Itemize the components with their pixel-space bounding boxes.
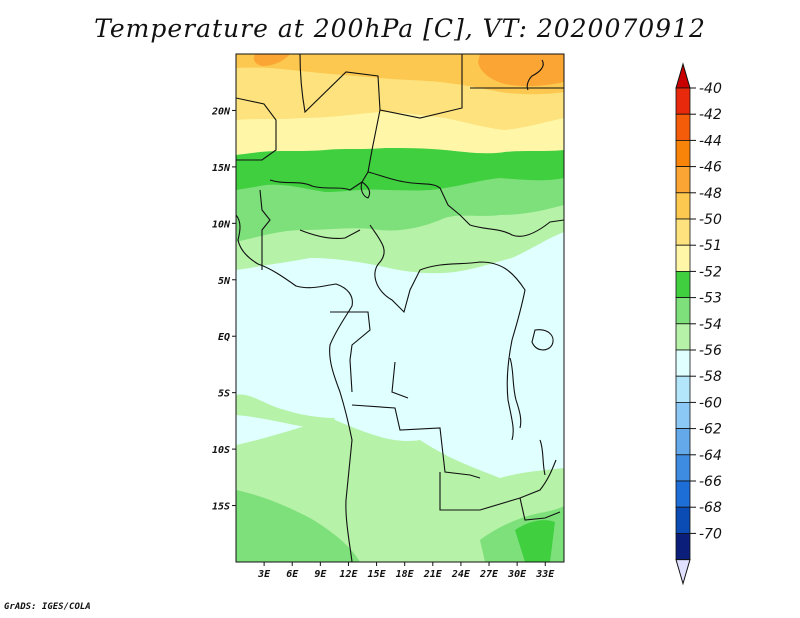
colorbar-swatch [675,218,691,246]
band-south-light-green-2 [236,394,335,430]
lat-tick-label: 10S [212,445,230,456]
colorbar-swatch [675,270,691,298]
lake-victoria [531,329,554,351]
colorbar-swatch [675,192,691,220]
colorbar-swatch [675,533,691,561]
border-4 [236,97,277,161]
colorbar: -40 -42 -44 -46 -48 -50 -51 -52 -53 -54 -56 -58 -60 -… [675,62,722,586]
colorbar-tick-label: -66 [699,474,722,490]
border-2 [379,54,463,119]
lon-tick-label: 6E [286,569,299,580]
band-south-green-3 [515,520,555,562]
border-12 [439,459,557,511]
colorbar-tick-label: -42 [699,107,722,123]
colorbar-bottom-arrow [675,559,691,586]
lat-tick-label: 5S [218,389,230,400]
map-axis-ticks: 20N 15N 10N 5N EQ 5S 10S 15S 3E 6E 9E 12E 15E 18E 21E 2… [211,106,555,580]
colorbar-swatch [675,166,691,194]
band-minus-46-west [253,54,290,66]
colorbar-tick-label: -46 [699,160,722,176]
colorbar-tick-label: -56 [699,343,722,359]
colorbar-tick-label: -50 [699,212,722,228]
colorbar-tick-label: -51 [699,238,722,254]
colorbar-tick-label: -60 [699,395,722,411]
colorbar-swatch [675,375,691,403]
lon-tick-label: 30E [507,569,527,580]
border-1 [299,54,381,183]
map-title: Temperature at 200hPa [C], VT: 202007091… [94,14,706,43]
lat-tick-label: 10N [212,219,231,230]
grads-credit: GrADS: IGES/COLA [4,602,91,612]
lon-tick-label: 27E [479,569,499,580]
map-frame [235,53,565,563]
lat-tick-label: EQ [218,332,230,343]
colorbar-tick-label: -62 [699,422,722,438]
lake-malawi [539,439,546,476]
east-africa-coast [526,59,544,91]
colorbar-tick-label: -40 [699,81,722,97]
lon-tick-label: 33E [535,569,555,580]
colorbar-swatch [675,428,691,456]
border-10 [330,311,371,393]
lat-tick-label: 5N [218,276,231,287]
lat-tick-label: 15S [212,502,230,513]
border-7 [269,179,363,191]
colorbar-swatch [675,139,691,167]
colorbar-top-arrow [675,62,691,89]
colorbar-tick-label: -64 [699,448,722,464]
colorbar-swatch [675,87,691,115]
border-5 [367,171,564,237]
lon-tick-label: 12E [339,569,358,580]
colorbar-swatch [675,401,691,429]
colorbar-tick-label: -68 [699,500,722,516]
lat-tick-label: 15N [212,163,231,174]
colorbar-tick-label: -70 [699,526,722,542]
border-11 [351,404,481,479]
lon-tick-label: 18E [396,569,415,580]
coastlines-borders [236,54,564,562]
lon-tick-label: 24E [451,569,471,580]
lake-tanganyika [509,357,522,429]
border-14 [519,497,561,521]
lat-tick-label: 20N [211,106,231,117]
west-africa-coast [236,214,353,562]
border-6 [369,224,526,441]
colorbar-tick-label: -48 [699,186,722,202]
colorbar-swatch [675,454,691,482]
colorbar-swatch [675,113,691,141]
lon-tick-label: 15E [368,569,387,580]
colorbar-swatch [675,244,691,272]
lon-tick-label: 9E [314,569,327,580]
colorbar-swatch [675,506,691,534]
border-8 [259,189,271,270]
colorbar-tick-label: -52 [699,264,722,280]
colorbar-tick-label: -54 [699,317,722,333]
colorbar-swatch [675,323,691,351]
band-south-green [236,490,360,562]
colorbar-tick-label: -44 [699,133,722,149]
colorbar-tick-label: -53 [699,291,722,307]
colorbar-swatch [675,480,691,508]
border-9 [299,229,361,240]
lon-tick-label: 3E [257,569,271,580]
lake-chad [360,181,371,199]
colorbar-swatch [675,349,691,377]
colorbar-swatch [675,297,691,325]
border-13 [391,361,409,399]
lon-tick-label: 21E [423,569,443,580]
colorbar-tick-label: -58 [699,369,722,385]
